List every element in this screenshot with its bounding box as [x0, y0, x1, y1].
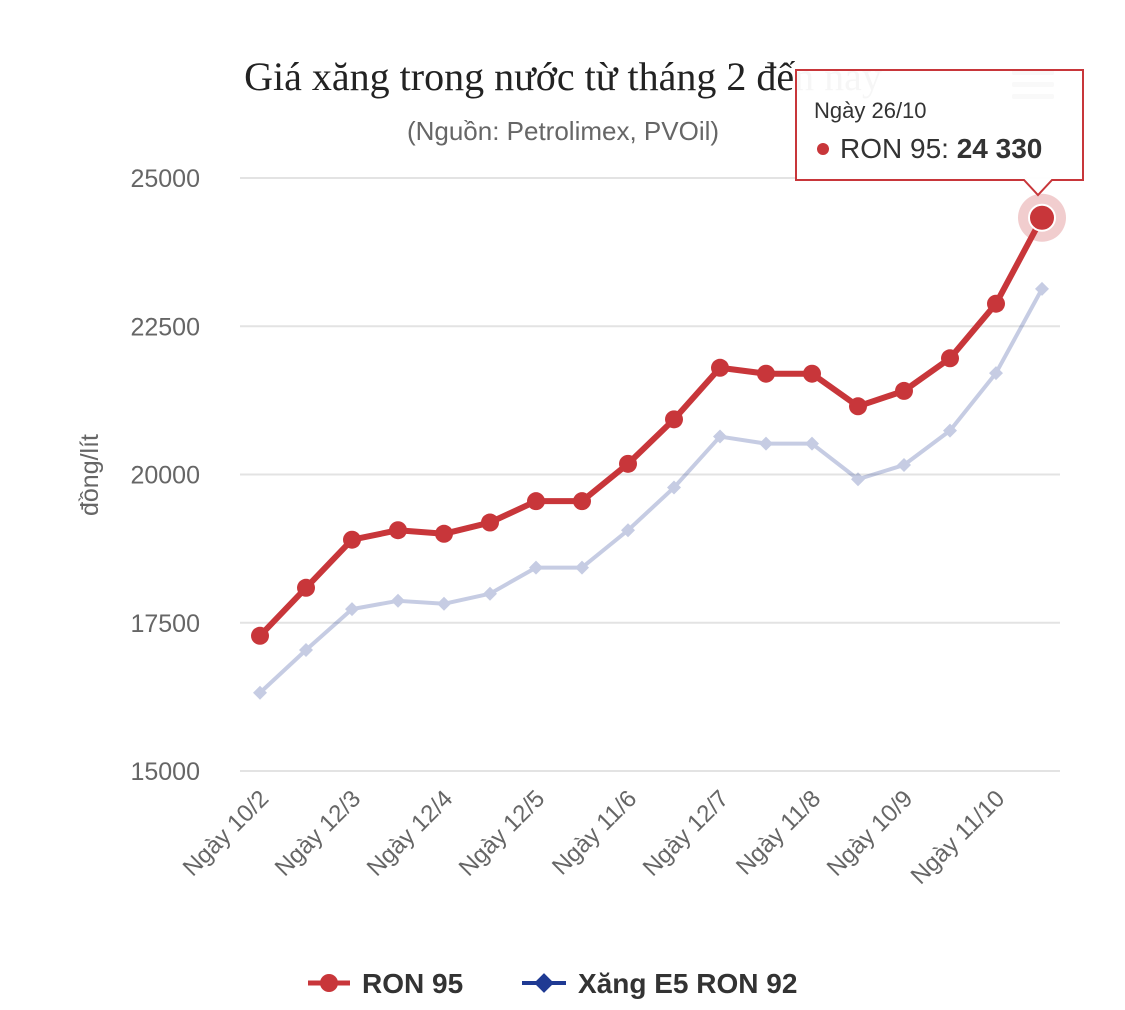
y-tick-label: 25000 [130, 165, 200, 193]
data-point-e5-ron92[interactable] [345, 602, 359, 617]
data-point-e5-ron92[interactable] [299, 643, 313, 658]
y-tick-label: 22500 [130, 313, 200, 341]
data-point-e5-ron92[interactable] [253, 685, 267, 700]
data-point-e5-ron92[interactable] [989, 366, 1003, 381]
data-point-ron95[interactable] [711, 358, 729, 377]
data-point-e5-ron92[interactable] [713, 429, 727, 444]
data-point-ron95[interactable] [895, 381, 913, 400]
data-point-ron95[interactable] [343, 530, 361, 549]
data-point-ron95[interactable] [757, 364, 775, 383]
x-tick-label: Ngày 12/7 [638, 785, 734, 881]
data-point-ron95[interactable] [527, 492, 545, 511]
tooltip-series-marker [817, 143, 829, 155]
chart-subtitle: (Nguồn: Petrolimex, PVOil) [407, 116, 719, 146]
legend: RON 95 Xăng E5 RON 92 [308, 968, 797, 999]
y-tick-label: 15000 [130, 758, 200, 786]
data-point-ron95[interactable] [665, 410, 683, 429]
legend-item-e5-ron92[interactable]: Xăng E5 RON 92 [522, 968, 797, 999]
x-tick-label: Ngày 12/4 [362, 785, 458, 881]
series-line-e5-ron92 [258, 287, 1044, 695]
data-point-e5-ron92[interactable] [897, 458, 911, 473]
tooltip-series-name: RON 95 [840, 133, 941, 164]
data-point-ron95[interactable] [251, 626, 269, 645]
y-tick-label: 20000 [130, 462, 200, 490]
x-tick-label: Ngày 11/10 [906, 785, 1011, 890]
tooltip-separator: : [941, 133, 957, 164]
data-point-e5-ron92[interactable] [667, 480, 681, 495]
y-axis-ticks: 15000 17500 20000 22500 25000 [130, 165, 200, 786]
y-axis-label: đồng/lít [76, 434, 104, 516]
data-point-ron95[interactable] [987, 294, 1005, 313]
data-point-ron95[interactable] [297, 578, 315, 597]
data-point-e5-ron92[interactable] [575, 560, 589, 575]
tooltip: Ngày 26/10 RON 95: 24 330 [795, 69, 1084, 197]
data-point-ron95-active[interactable] [1028, 203, 1056, 232]
legend-marker-e5-ron92 [534, 973, 554, 993]
tooltip-body: RON 95: 24 330 [840, 133, 1042, 164]
data-point-ron95[interactable] [573, 492, 591, 511]
tooltip-header: Ngày 26/10 [814, 98, 927, 123]
data-point-ron95[interactable] [435, 524, 453, 543]
legend-item-ron95[interactable]: RON 95 [308, 968, 463, 999]
legend-label-e5-ron92: Xăng E5 RON 92 [578, 968, 797, 999]
data-point-ron95[interactable] [941, 349, 959, 368]
x-tick-label: Ngày 11/8 [731, 785, 826, 880]
data-point-e5-ron92[interactable] [805, 436, 819, 451]
x-tick-label: Ngày 10/2 [178, 785, 274, 881]
data-point-e5-ron92[interactable] [529, 560, 543, 575]
tooltip-value: 24 330 [957, 133, 1043, 164]
x-tick-label: Ngày 12/5 [454, 785, 550, 881]
series-e5-ron92 [253, 281, 1049, 700]
data-point-ron95[interactable] [849, 397, 867, 416]
y-tick-label: 17500 [130, 610, 200, 638]
data-point-ron95[interactable] [803, 364, 821, 383]
data-point-e5-ron92[interactable] [759, 436, 773, 451]
series-lines [251, 193, 1066, 700]
chart-title: Giá xăng trong nước từ tháng 2 đến nay [244, 54, 882, 99]
data-point-e5-ron92[interactable] [483, 586, 497, 601]
data-point-ron95[interactable] [481, 513, 499, 532]
grid-lines [240, 177, 1060, 772]
legend-marker-ron95 [320, 974, 338, 992]
legend-label-ron95: RON 95 [362, 968, 463, 999]
series-ron95 [251, 193, 1066, 645]
data-point-ron95[interactable] [619, 454, 637, 473]
series-line-ron95 [257, 216, 1045, 638]
data-point-e5-ron92[interactable] [437, 596, 451, 611]
x-tick-label: Ngày 10/9 [822, 785, 918, 881]
data-point-e5-ron92[interactable] [391, 593, 405, 608]
data-point-e5-ron92[interactable] [943, 423, 957, 438]
data-point-e5-ron92[interactable] [621, 523, 635, 538]
x-tick-label: Ngày 11/6 [547, 785, 642, 880]
data-point-ron95[interactable] [389, 521, 407, 540]
x-tick-label: Ngày 12/3 [270, 785, 366, 881]
data-point-e5-ron92[interactable] [851, 472, 865, 487]
data-point-e5-ron92[interactable] [1035, 281, 1049, 296]
